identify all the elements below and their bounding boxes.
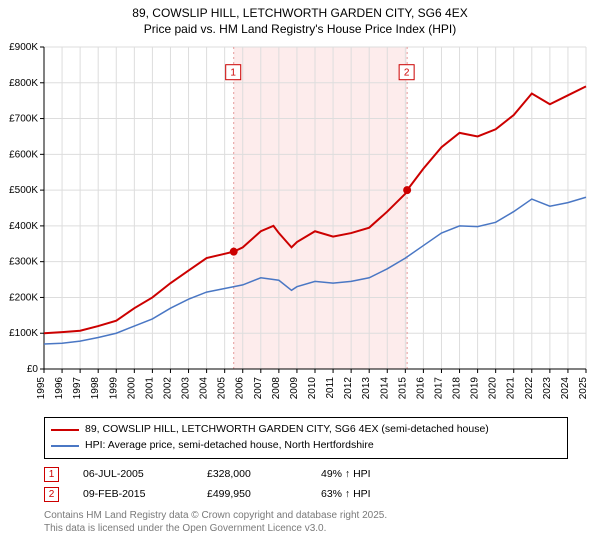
x-tick-label: 2009 — [289, 377, 300, 400]
x-tick-label: 2025 — [578, 377, 589, 400]
footer-attribution: Contains HM Land Registry data © Crown c… — [44, 509, 568, 535]
y-tick-label: £300K — [9, 257, 38, 268]
sale-price: £499,950 — [207, 485, 297, 505]
x-tick-label: 2003 — [181, 377, 192, 400]
sale-range-shade — [234, 47, 407, 369]
x-tick-label: 2000 — [126, 377, 137, 400]
y-tick-label: £800K — [9, 78, 38, 89]
sale-row-marker: 1 — [44, 467, 59, 482]
title-line-2: Price paid vs. HM Land Registry's House … — [8, 22, 592, 38]
sale-delta: 49% ↑ HPI — [321, 465, 371, 485]
x-tick-label: 1998 — [90, 377, 101, 400]
sale-row: 2 09-FEB-2015 £499,950 63% ↑ HPI — [44, 485, 568, 505]
x-tick-label: 2021 — [506, 377, 517, 400]
x-tick-label: 2017 — [433, 377, 444, 400]
sale-dot — [403, 186, 411, 194]
sale-dot — [230, 248, 238, 256]
x-tick-label: 1997 — [72, 377, 83, 400]
x-tick-label: 2013 — [361, 377, 372, 400]
y-tick-label: £500K — [9, 185, 38, 196]
x-tick-label: 2016 — [415, 377, 426, 400]
legend-swatch — [51, 445, 79, 447]
x-tick-label: 2019 — [470, 377, 481, 400]
x-tick-label: 1996 — [54, 377, 65, 400]
sale-delta: 63% ↑ HPI — [321, 485, 371, 505]
x-tick-label: 2014 — [379, 377, 390, 400]
x-tick-label: 2018 — [452, 377, 463, 400]
sale-price: £328,000 — [207, 465, 297, 485]
title-line-1: 89, COWSLIP HILL, LETCHWORTH GARDEN CITY… — [8, 6, 592, 22]
sale-row-marker: 2 — [44, 487, 59, 502]
x-tick-label: 2005 — [217, 377, 228, 400]
chart-container: 89, COWSLIP HILL, LETCHWORTH GARDEN CITY… — [0, 0, 600, 541]
x-tick-label: 2020 — [488, 377, 499, 400]
x-tick-label: 2015 — [397, 377, 408, 400]
y-tick-label: £200K — [9, 293, 38, 304]
x-tick-label: 2024 — [560, 377, 571, 400]
legend-label: 89, COWSLIP HILL, LETCHWORTH GARDEN CITY… — [85, 422, 489, 438]
x-tick-label: 1999 — [108, 377, 119, 400]
y-tick-label: £700K — [9, 114, 38, 125]
x-tick-label: 2022 — [524, 377, 535, 400]
x-tick-label: 2008 — [271, 377, 282, 400]
x-tick-label: 2001 — [144, 377, 155, 400]
footer-line-2: This data is licensed under the Open Gov… — [44, 522, 568, 535]
y-tick-label: £100K — [9, 328, 38, 339]
x-tick-label: 2006 — [235, 377, 246, 400]
chart-title: 89, COWSLIP HILL, LETCHWORTH GARDEN CITY… — [8, 6, 592, 37]
x-tick-label: 2010 — [307, 377, 318, 400]
x-tick-label: 2011 — [325, 377, 336, 399]
y-tick-label: £600K — [9, 150, 38, 161]
y-tick-label: £0 — [27, 364, 39, 375]
legend-label: HPI: Average price, semi-detached house,… — [85, 438, 374, 454]
chart-plot: £0 £100K £200K £300K £400K £500K £600K £700K £80… — [8, 41, 592, 411]
legend: 89, COWSLIP HILL, LETCHWORTH GARDEN CITY… — [44, 417, 568, 459]
sale-date: 09-FEB-2015 — [83, 485, 183, 505]
legend-swatch — [51, 429, 79, 431]
chart-svg: £0 £100K £200K £300K £400K £500K £600K £700K £80… — [8, 41, 592, 411]
x-tick-label: 2004 — [199, 377, 210, 400]
x-tick-label: 1995 — [36, 377, 47, 400]
legend-item: HPI: Average price, semi-detached house,… — [51, 438, 561, 454]
x-tick-label: 2002 — [162, 377, 173, 400]
sale-marker-num: 2 — [404, 68, 410, 79]
x-tick-label: 2012 — [343, 377, 354, 400]
y-tick-label: £900K — [9, 42, 38, 53]
sale-date: 06-JUL-2005 — [83, 465, 183, 485]
legend-item: 89, COWSLIP HILL, LETCHWORTH GARDEN CITY… — [51, 422, 561, 438]
footer-line-1: Contains HM Land Registry data © Crown c… — [44, 509, 568, 522]
y-tick-label: £400K — [9, 221, 38, 232]
sales-table: 1 06-JUL-2005 £328,000 49% ↑ HPI 2 09-FEB-201… — [44, 465, 568, 505]
x-tick-label: 2023 — [542, 377, 553, 400]
sale-row: 1 06-JUL-2005 £328,000 49% ↑ HPI — [44, 465, 568, 485]
x-tick-label: 2007 — [253, 377, 264, 400]
sale-marker-num: 1 — [230, 68, 236, 79]
